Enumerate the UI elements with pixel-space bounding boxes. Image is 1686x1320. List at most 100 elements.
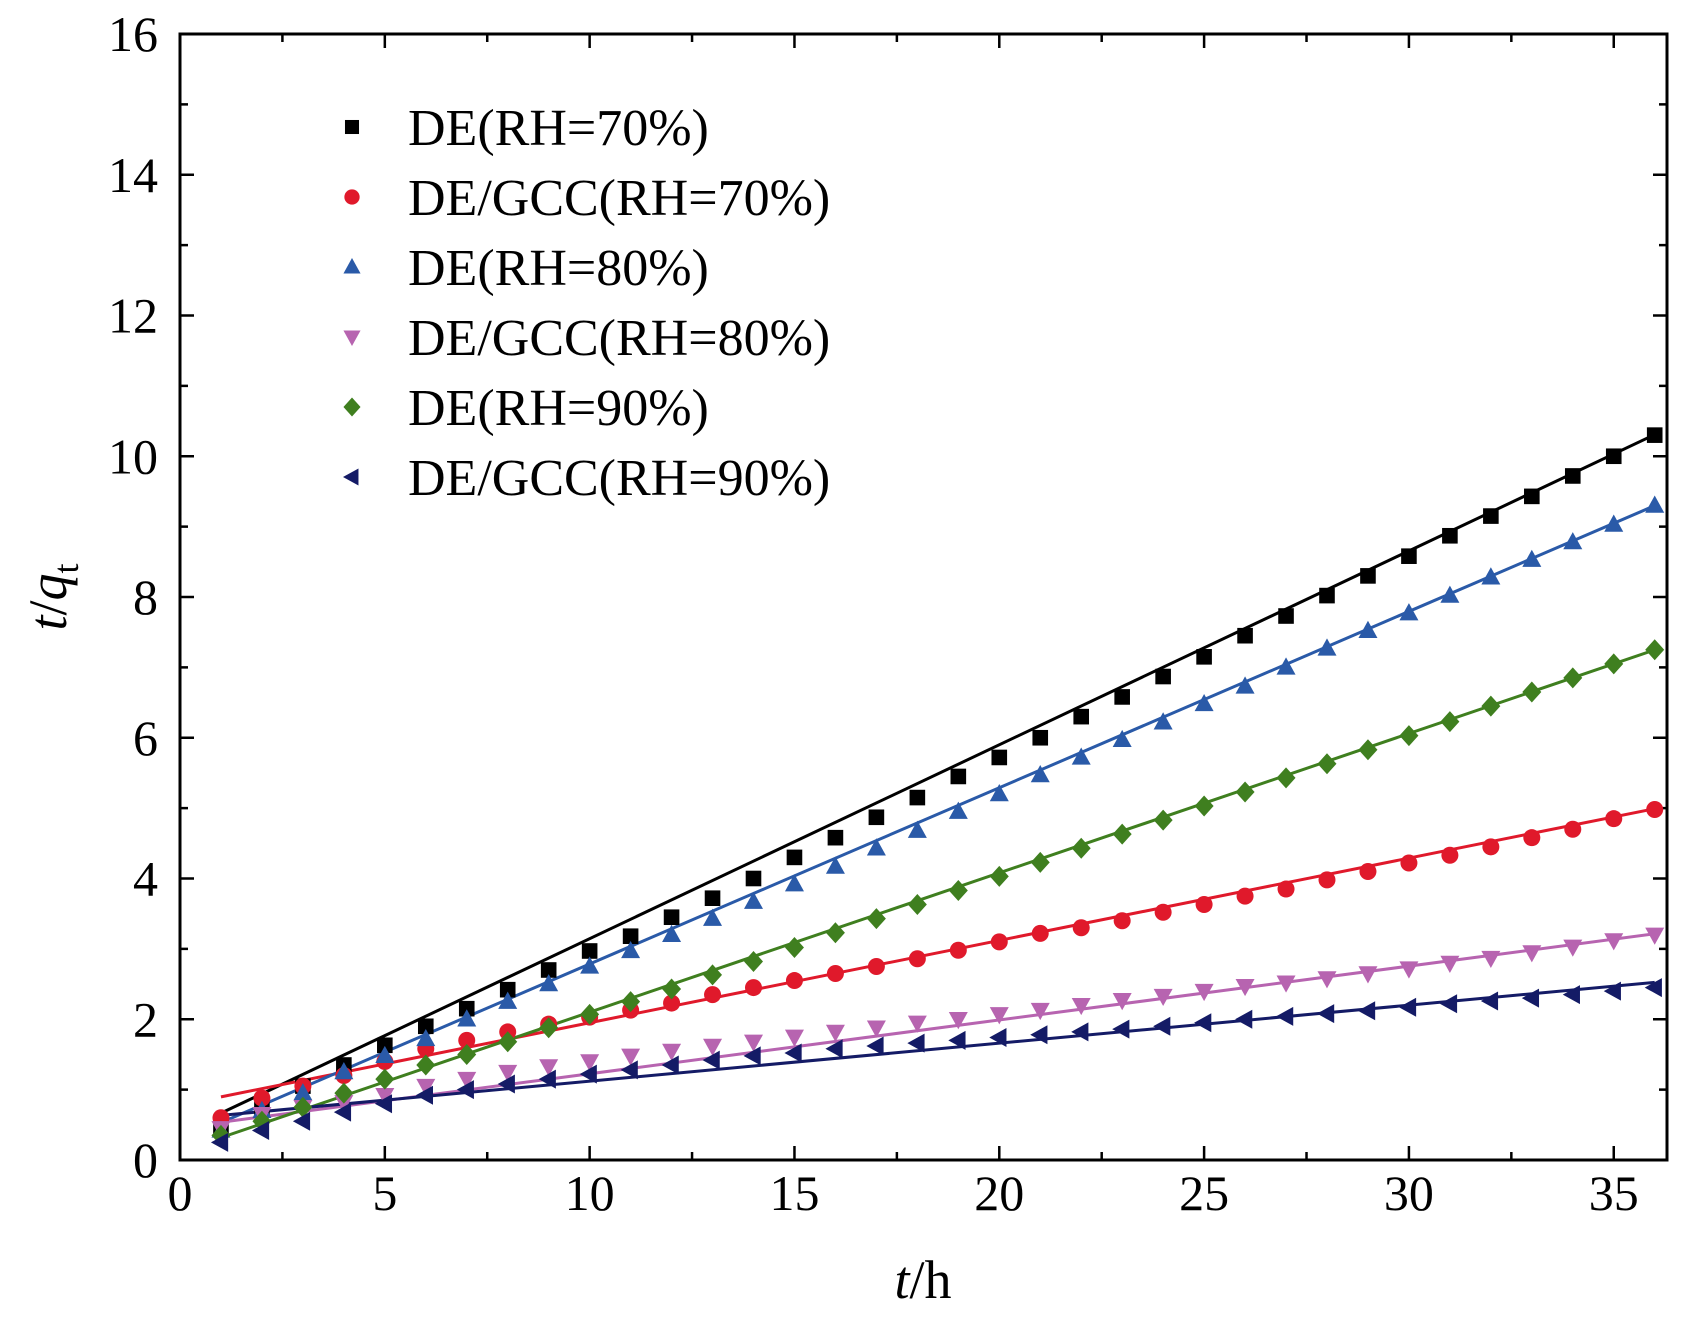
data-point: [703, 1038, 723, 1056]
data-point: [1358, 739, 1378, 761]
data-point: [1030, 851, 1050, 873]
legend-marker: [343, 468, 359, 486]
data-point: [1236, 887, 1254, 905]
data-point: [1317, 753, 1337, 775]
data-point: [1646, 427, 1663, 443]
data-point: [949, 941, 967, 959]
data-point: [908, 950, 926, 968]
data-point: [457, 1009, 477, 1027]
data-point: [1562, 985, 1580, 1005]
data-point: [1398, 997, 1417, 1017]
data-point: [1439, 994, 1458, 1014]
y-tick-label: 12: [108, 288, 158, 344]
data-point: [866, 1036, 884, 1056]
data-point: [1071, 997, 1091, 1016]
data-point: [1605, 448, 1622, 465]
data-point: [1481, 695, 1501, 717]
data-point: [1112, 1019, 1130, 1039]
data-point: [1481, 950, 1501, 969]
data-point: [1523, 829, 1541, 847]
data-point: [621, 1048, 641, 1066]
legend-marker: [344, 119, 360, 135]
data-point: [1644, 978, 1662, 998]
data-point: [251, 1120, 270, 1140]
data-point: [1276, 767, 1296, 789]
series-group: [212, 801, 1664, 1127]
data-point: [1113, 912, 1131, 930]
data-point: [253, 1089, 271, 1107]
data-point: [538, 1069, 556, 1089]
data-point: [1235, 1009, 1253, 1029]
y-tick-label: 14: [108, 147, 158, 203]
data-point: [948, 1012, 968, 1030]
data-point: [458, 1031, 476, 1049]
series-group: [211, 495, 1665, 1138]
data-point: [1317, 638, 1337, 656]
data-point: [210, 1132, 229, 1152]
data-point: [457, 1071, 477, 1090]
data-point: [785, 972, 803, 990]
data-point: [498, 1064, 518, 1083]
data-point: [663, 994, 681, 1012]
x-axis-label-variable: t: [894, 1250, 911, 1310]
data-point: [1032, 729, 1049, 746]
data-point: [866, 908, 886, 930]
data-point: [866, 1020, 886, 1038]
data-point: [621, 940, 641, 959]
data-point: [784, 936, 804, 958]
data-point: [1194, 693, 1214, 712]
data-point: [1604, 514, 1624, 532]
x-tick-label: 15: [769, 1165, 819, 1221]
data-point: [1605, 810, 1623, 828]
legend: DE(RH=70%) DE/GCC(RH=70%) DE(RH=80%) DE/GCC…: [343, 100, 830, 507]
legend-marker: [343, 330, 361, 346]
data-point: [457, 1043, 477, 1065]
fit-line: [220, 433, 1656, 1115]
data-point: [743, 891, 763, 909]
data-point: [825, 1024, 845, 1042]
data-point: [1645, 495, 1665, 513]
data-point: [499, 981, 516, 998]
data-point: [1071, 837, 1091, 859]
data-point: [663, 909, 680, 926]
data-point: [1112, 993, 1132, 1011]
x-tick-label: 30: [1384, 1165, 1434, 1221]
data-point: [704, 986, 722, 1004]
data-point: [907, 820, 927, 838]
data-point: [989, 1007, 1009, 1025]
data-point: [377, 1037, 393, 1054]
y-tick-label: 6: [133, 710, 158, 766]
data-point: [1114, 689, 1130, 705]
data-point: [579, 1064, 597, 1084]
data-point: [1276, 657, 1296, 675]
data-point: [1196, 649, 1212, 665]
data-point: [989, 784, 1009, 802]
data-point: [907, 1015, 927, 1033]
data-point: [1604, 933, 1624, 951]
legend-marker: [344, 189, 360, 205]
data-point: [1481, 567, 1501, 585]
data-point: [825, 1039, 843, 1059]
legend-label: DE/GCC(RH=90%): [408, 450, 830, 507]
data-point: [743, 1034, 763, 1052]
data-point: [1316, 1004, 1335, 1024]
data-point: [1194, 983, 1214, 1002]
data-point: [907, 1033, 925, 1053]
y-tick-label: 2: [133, 991, 158, 1047]
data-point: [539, 1059, 559, 1077]
data-point: [293, 1083, 313, 1101]
data-point: [1563, 532, 1583, 550]
data-point: [1522, 549, 1542, 567]
data-point: [989, 1028, 1007, 1048]
data-point: [825, 856, 845, 874]
data-point: [375, 1068, 395, 1090]
data-point: [1358, 620, 1378, 638]
data-point: [662, 978, 682, 1000]
data-point: [1604, 653, 1624, 675]
data-point: [1522, 681, 1542, 703]
data-point: [950, 768, 967, 785]
data-point: [1237, 627, 1253, 644]
data-point: [416, 1028, 436, 1047]
data-point: [825, 922, 845, 944]
